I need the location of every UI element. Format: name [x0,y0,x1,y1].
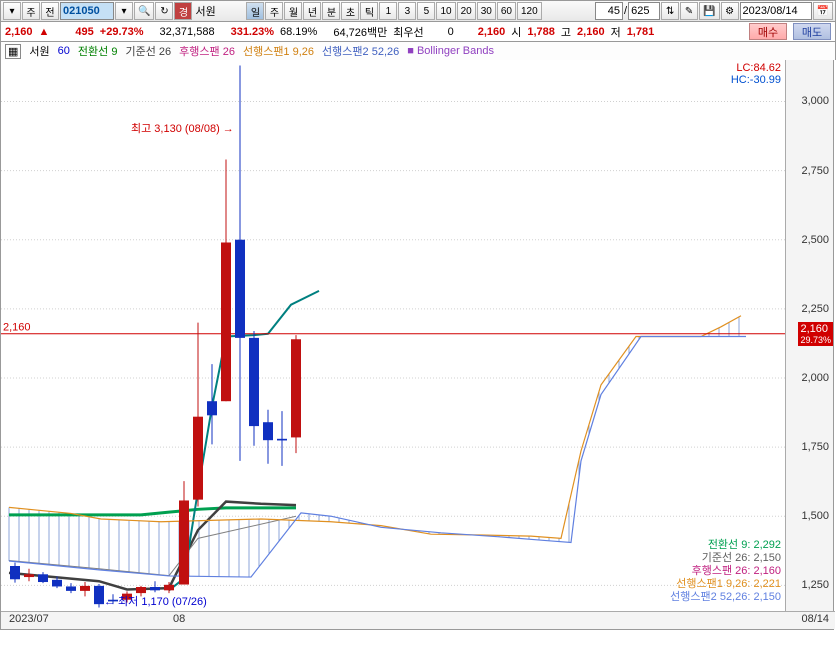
grid-icon[interactable]: ▦ [5,44,21,59]
calendar-icon[interactable]: 📅 [813,2,833,20]
period-button[interactable]: 주 [265,2,283,20]
ind-i3: 후행스팬 26 [179,43,235,59]
svg-text:← 최저 1,170 (07/26): ← 최저 1,170 (07/26) [104,595,207,608]
chart-area[interactable]: 2,160 최고 3,130 (08/08) → ← 최저 1,170 (07/26… [0,60,834,630]
price-diff: 495 [75,26,93,38]
svg-text:최고 3,130 (08/08) →: 최고 3,130 (08/08) → [131,122,234,135]
info-bar: 2,160 ▲ 495 +29.73% 32,371,588 331.23% 6… [0,22,836,42]
num-button[interactable]: 30 [477,2,496,20]
num-button[interactable]: 120 [517,2,542,20]
ratio: 68.19% [280,26,317,38]
period-button[interactable]: 분 [322,2,340,20]
top-toolbar: ▾ 주 전 ▾ 🔍 ↻ 경 서원 일 주 월 년 분 초 틱 1 3 5 10 … [0,0,836,22]
volume-pct: 331.23% [231,26,274,38]
p2: 2,160 [478,26,506,38]
save-icon[interactable]: 💾 [699,2,719,20]
ind-i1: 전환선 9 [78,43,118,59]
count-a-input[interactable] [595,2,623,20]
priority: 최우선 [393,24,423,40]
amount: 64,726백만 [333,24,387,40]
ind-i4: 선행스팬1 9,26 [243,43,314,59]
num-button[interactable]: 5 [417,2,435,20]
jeon-button[interactable]: 전 [41,2,59,20]
period-button[interactable]: 년 [303,2,321,20]
indicator-bar: ▦ 서원 60 전환선 9 기준선 26 후행스팬 26 선행스팬1 9,26 … [0,42,836,60]
ind-n1: 60 [58,45,70,57]
go-label: 고 [561,24,571,40]
market-badge: 경 [174,2,192,20]
period-button[interactable]: 초 [341,2,359,20]
ind-name: 서원 [29,43,49,59]
tool-icon[interactable]: ✎ [680,2,698,20]
current-price: 2,160 [5,26,33,38]
tool-icon[interactable]: ⇅ [661,2,679,20]
num-button[interactable]: 10 [436,2,455,20]
price-pct: +29.73% [100,26,144,38]
search-icon[interactable]: 🔍 [134,2,154,20]
jeo-label: 저 [611,24,621,40]
stock-name: 서원 [193,3,245,19]
count-b-input[interactable] [628,2,660,20]
zero: 0 [448,26,454,38]
ind-i2: 기준선 26 [125,43,171,59]
gear-icon[interactable]: ⚙ [721,2,739,20]
period-button[interactable]: 틱 [360,2,378,20]
open-price: 1,788 [527,26,555,38]
dropdown-icon[interactable]: ▾ [3,2,21,20]
high-price: 2,160 [577,26,605,38]
refresh-icon[interactable]: ↻ [155,2,173,20]
buy-button[interactable]: 매수 [749,23,787,40]
ind-bb: ■ Bollinger Bands [407,45,494,57]
svg-text:2,160: 2,160 [3,322,31,334]
low-price: 1,781 [627,26,655,38]
chart-canvas: 2,160 최고 3,130 (08/08) → ← 최저 1,170 (07/26… [1,60,787,613]
period-button[interactable]: 월 [284,2,302,20]
num-button[interactable]: 20 [457,2,476,20]
si-label: 시 [511,24,521,40]
volume: 32,371,588 [160,26,215,38]
indicator-legend: 전환선 9: 2,292 기준선 26: 2,150 후행스팬 26: 2,16… [670,539,781,604]
x-axis: 2023/070808/14 [1,611,835,629]
sell-button[interactable]: 매도 [793,23,831,40]
code-dropdown-icon[interactable]: ▾ [115,2,133,20]
num-button[interactable]: 60 [497,2,516,20]
num-button[interactable]: 1 [379,2,397,20]
slash: / [624,5,627,17]
price-label: 2,160 29.73% [798,322,833,346]
ind-i5: 선행스팬2 52,26 [322,43,399,59]
up-arrow-icon: ▲ [39,26,50,38]
date-input[interactable] [740,2,812,20]
stock-code-input[interactable] [60,2,114,20]
lc-hc: LC:84.62 HC:-30.99 [731,62,781,86]
num-button[interactable]: 3 [398,2,416,20]
period-il-button[interactable]: 일 [246,2,264,20]
ju-button[interactable]: 주 [22,2,40,20]
